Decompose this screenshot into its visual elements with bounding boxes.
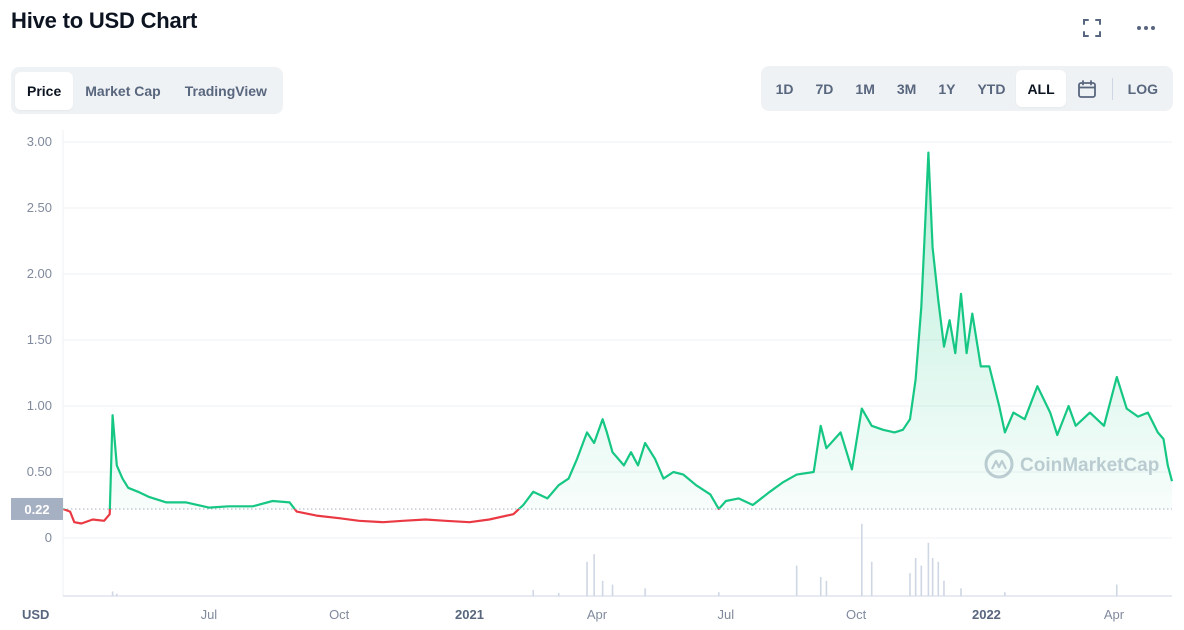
- x-tick-label: Oct: [846, 607, 867, 622]
- volume-bar: [795, 565, 798, 596]
- volume-bar: [111, 591, 114, 596]
- range-ytd[interactable]: YTD: [977, 80, 1006, 97]
- chart-grid: [62, 130, 1172, 597]
- volume-bar: [717, 592, 720, 596]
- x-tick-label: Jul: [201, 607, 218, 622]
- chart-toolbar-icons: [1080, 16, 1158, 40]
- range-1y[interactable]: 1Y: [938, 80, 956, 97]
- volume-bar: [819, 577, 822, 596]
- chart-type-tabs: Price Market Cap TradingView: [11, 67, 283, 114]
- more-icon[interactable]: [1134, 16, 1158, 40]
- tab-tradingview[interactable]: TradingView: [184, 82, 267, 99]
- volume-bar: [937, 561, 940, 596]
- volume-bar: [611, 584, 614, 596]
- volume-bar: [960, 588, 962, 596]
- calendar-icon[interactable]: [1066, 70, 1108, 107]
- x-axis: Jul Oct 2021 Apr Jul Oct 2022 Apr USD: [22, 607, 1125, 622]
- x-tick-label: Apr: [587, 607, 608, 622]
- volume-bar: [586, 561, 588, 596]
- volume-bar: [601, 580, 604, 596]
- volume-bar: [943, 580, 945, 596]
- range-1m[interactable]: 1M: [855, 80, 875, 97]
- x-tick-label: Jul: [718, 607, 735, 622]
- x-tick-label: Oct: [329, 607, 350, 622]
- baseline-price-label: 0.22: [24, 502, 49, 517]
- page-title: Hive to USD Chart: [11, 8, 198, 33]
- time-range-tabs: 1D 7D 1M 3M 1Y YTD ALL LOG: [760, 66, 1173, 111]
- baseline-price-tag: [11, 497, 63, 520]
- y-axis: 3.00 2.50 2.00 1.50 1.00 0.50 0: [27, 134, 52, 545]
- log-scale-toggle[interactable]: LOG: [1127, 80, 1158, 97]
- range-1d[interactable]: 1D: [775, 80, 794, 97]
- volume-bar: [116, 593, 118, 596]
- volume-bar: [927, 542, 930, 596]
- tab-market-cap[interactable]: Market Cap: [85, 82, 161, 99]
- range-3m[interactable]: 3M: [896, 80, 917, 97]
- x-tick-label: 2022: [972, 607, 1001, 622]
- tab-price[interactable]: Price: [15, 71, 74, 110]
- y-tick-label: 1.50: [27, 332, 52, 347]
- volume-bar: [920, 565, 923, 596]
- price-chart: CoinMarketCap 3.002.502.001.501.000.500 …: [11, 130, 1174, 622]
- volume-bar: [532, 589, 535, 596]
- baseline-marker: 0.22: [11, 497, 1172, 520]
- volume-bar: [861, 523, 863, 596]
- y-tick-label: 0.50: [27, 464, 52, 479]
- price-series: [62, 151, 1174, 525]
- toolbar-divider: [1111, 77, 1113, 100]
- fullscreen-icon[interactable]: [1080, 16, 1104, 40]
- volume-bar: [557, 592, 560, 596]
- volume-bars: [111, 523, 1118, 596]
- x-tick-label: Apr: [1104, 607, 1125, 622]
- volume-bar: [825, 580, 828, 596]
- volume-bar: [870, 561, 873, 596]
- y-axis-unit-label: USD: [22, 607, 49, 622]
- volume-bar: [644, 588, 646, 596]
- y-tick-label: 2.50: [27, 200, 52, 215]
- y-tick-label: 3.00: [27, 134, 52, 149]
- price-area-fill: [109, 152, 1172, 509]
- volume-bar: [909, 573, 911, 596]
- y-tick-label: 0: [45, 530, 52, 545]
- volume-bar: [1115, 584, 1118, 596]
- volume-bar: [931, 558, 934, 596]
- y-tick-label: 1.00: [27, 398, 52, 413]
- price-area: [109, 152, 1172, 509]
- range-all[interactable]: ALL: [1016, 70, 1066, 107]
- y-tick-label: 2.00: [27, 266, 52, 281]
- range-7d[interactable]: 7D: [815, 80, 834, 97]
- volume-bar: [593, 554, 595, 596]
- x-tick-label: 2021: [455, 607, 484, 622]
- volume-bar: [1004, 592, 1006, 596]
- volume-bar: [914, 558, 917, 596]
- price-line-up: [63, 151, 1174, 509]
